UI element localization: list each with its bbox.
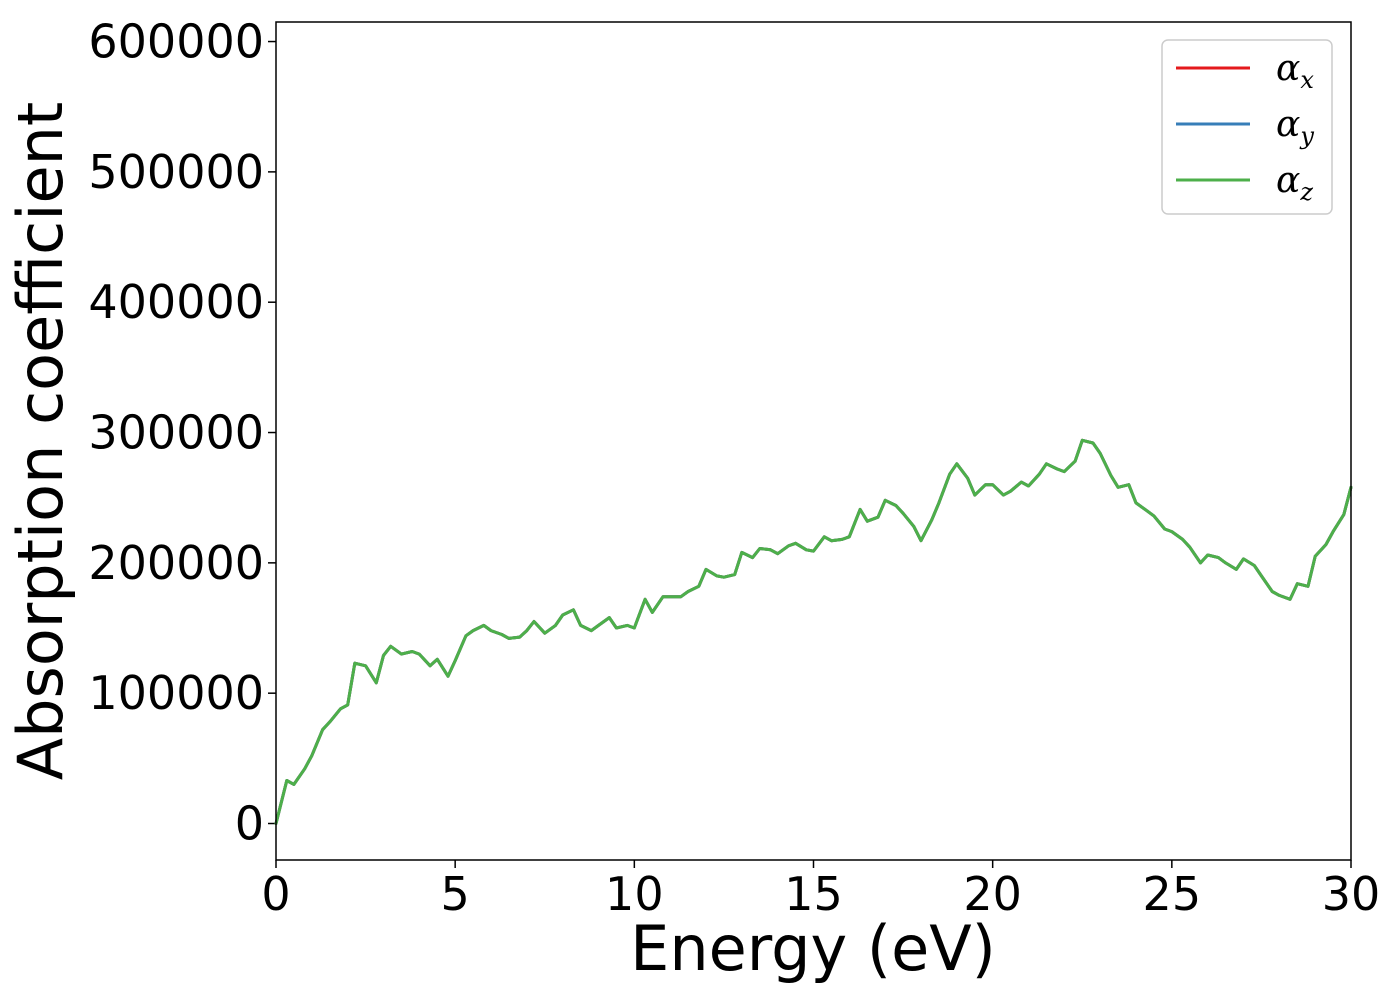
legend-label-x: αx: [1276, 48, 1314, 94]
y-tick-label: 400000: [88, 275, 264, 329]
series-lines: [274, 438, 1353, 825]
y-tick-label: 500000: [88, 145, 264, 199]
y-axis-ticks: 0 100000 200000 300000 400000 500000 600000: [88, 15, 276, 851]
y-tick-label: 600000: [88, 15, 264, 69]
x-axis-ticks: 0 5 10 15 20 25 30: [261, 860, 1380, 921]
y-axis-title: Absorption coefficient: [4, 102, 77, 781]
legend-subscript: y: [1299, 122, 1314, 150]
y-tick-label: 100000: [88, 666, 264, 720]
x-tick-label: 5: [441, 867, 470, 921]
y-tick-label: 300000: [88, 406, 264, 460]
y-tick-label: 200000: [88, 536, 264, 590]
x-axis-title: Energy (eV): [630, 912, 996, 985]
legend-box: [1161, 39, 1333, 215]
x-tick-label: 25: [1143, 867, 1202, 921]
series-line-z: [274, 438, 1353, 825]
x-tick-label: 0: [261, 867, 290, 921]
x-tick-label: 10: [605, 867, 664, 921]
x-tick-label: 20: [963, 867, 1022, 921]
x-tick-label: 15: [784, 867, 843, 921]
legend-subscript: z: [1299, 178, 1313, 206]
x-tick-label: 30: [1322, 867, 1381, 921]
y-tick-label: 0: [235, 797, 264, 851]
plot-frame: [275, 21, 1352, 861]
legend-subscript: x: [1300, 66, 1314, 94]
